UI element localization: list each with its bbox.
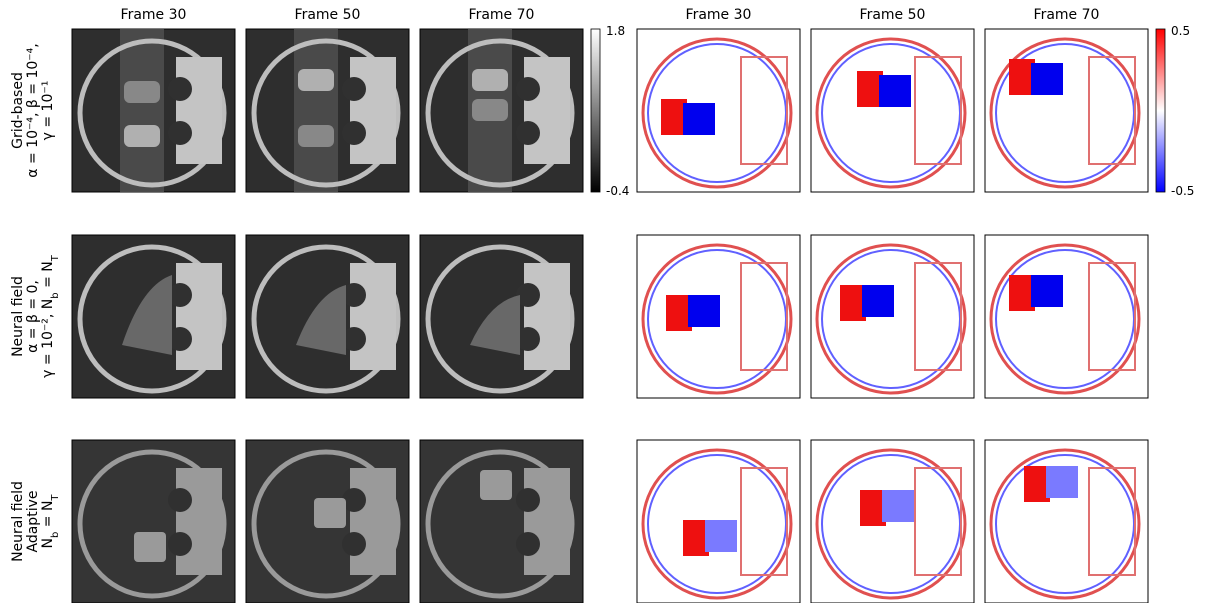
diff-neg [879, 75, 911, 107]
image-panel [420, 29, 583, 192]
diff-neg [1031, 275, 1063, 307]
image-panel [985, 29, 1148, 192]
image-panel [811, 440, 974, 603]
notch [516, 532, 540, 556]
notch [168, 77, 192, 101]
comb [350, 263, 396, 370]
notch [516, 77, 540, 101]
column-title: Frame 30 [686, 7, 752, 23]
diff-neg [683, 103, 715, 135]
image-panel [811, 235, 974, 398]
comb [176, 263, 222, 370]
notch [168, 121, 192, 145]
square [314, 498, 346, 528]
diff-neg [688, 295, 720, 327]
colorbar-label: -0.5 [1171, 184, 1194, 198]
image-panel [811, 29, 974, 192]
image-panel [246, 235, 409, 398]
notch [516, 121, 540, 145]
diff-neg [882, 490, 914, 522]
image-panel [72, 29, 235, 192]
column-title: Frame 50 [860, 7, 926, 23]
notch [168, 532, 192, 556]
image-panel [985, 440, 1148, 603]
notch [516, 488, 540, 512]
column-title: Frame 50 [295, 7, 361, 23]
row-label: Grid-based [10, 72, 26, 149]
comb [524, 263, 570, 370]
row-label: α = β = 0, [25, 280, 41, 353]
notch [342, 121, 366, 145]
image-panel [420, 440, 583, 603]
image-panel [246, 29, 409, 192]
image-panel [637, 440, 800, 603]
square [134, 532, 166, 562]
comb [176, 57, 222, 164]
image-panel [246, 440, 409, 603]
blob [124, 81, 160, 103]
diff-neg [1046, 466, 1078, 498]
band [120, 29, 164, 192]
row-label: γ = 10⁻¹ [40, 81, 56, 141]
image-panel [72, 235, 235, 398]
comb [176, 468, 222, 575]
row-label: Neural field [10, 276, 26, 357]
row-label: γ = 10⁻², Nb = NT [40, 254, 61, 378]
comb [524, 57, 570, 164]
image-panel [420, 235, 583, 398]
row-label: α = 10⁻⁴, β = 10⁻⁴, [25, 43, 41, 177]
colorbar-label: -0.4 [606, 184, 629, 198]
panel-bg [985, 440, 1148, 603]
blob [124, 125, 160, 147]
diff-neg [1031, 63, 1063, 95]
blob [298, 69, 334, 91]
diff-neg [705, 520, 737, 552]
image-panel [985, 235, 1148, 398]
panel-bg [985, 235, 1148, 398]
colorbar-gray [591, 29, 600, 192]
column-title: Frame 30 [121, 7, 187, 23]
band [294, 29, 338, 192]
notch [342, 77, 366, 101]
column-title: Frame 70 [469, 7, 535, 23]
colorbar-diff [1156, 29, 1165, 192]
row-label: Nb = NT [40, 494, 61, 549]
comb [524, 468, 570, 575]
notch [342, 532, 366, 556]
blob [472, 99, 508, 121]
image-panel [72, 440, 235, 603]
comb [350, 57, 396, 164]
blob [472, 69, 508, 91]
column-title: Frame 70 [1034, 7, 1100, 23]
row-label: Neural field [10, 481, 26, 562]
square [480, 470, 512, 500]
figure: 1.8 -0.4 0.5 -0.5 Frame 30 Frame 50 Frame … [0, 0, 1211, 603]
notch [168, 488, 192, 512]
diff-neg [862, 285, 894, 317]
colorbar-label: 1.8 [606, 24, 625, 38]
panel-bg [985, 29, 1148, 192]
image-panel [637, 235, 800, 398]
comb [350, 468, 396, 575]
image-panel [637, 29, 800, 192]
panel-bg [811, 29, 974, 192]
colorbar-label: 0.5 [1171, 24, 1190, 38]
blob [298, 125, 334, 147]
row-label: Adaptive [25, 491, 41, 553]
